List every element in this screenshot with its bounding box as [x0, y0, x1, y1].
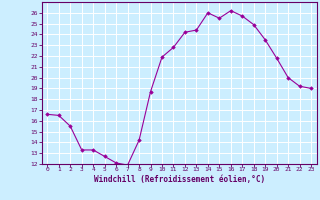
- X-axis label: Windchill (Refroidissement éolien,°C): Windchill (Refroidissement éolien,°C): [94, 175, 265, 184]
